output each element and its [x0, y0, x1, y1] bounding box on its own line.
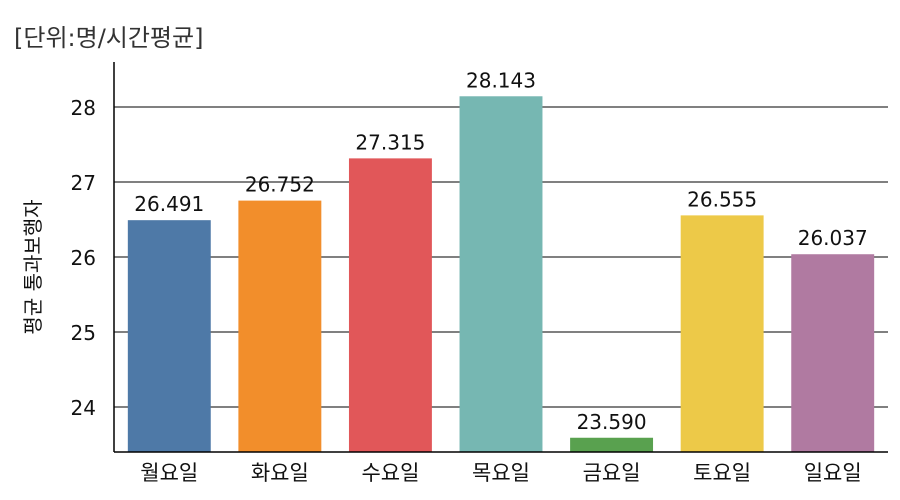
- bars: [127, 96, 875, 453]
- x-tick-label: 화요일: [251, 461, 309, 485]
- bar: [570, 437, 654, 452]
- x-tick-label: 일요일: [804, 461, 862, 485]
- bar: [459, 96, 543, 453]
- y-tick-label: 27: [71, 171, 96, 195]
- axes: [113, 62, 888, 453]
- data-label: 26.491: [134, 192, 204, 216]
- bar: [348, 158, 432, 452]
- data-label: 28.143: [466, 68, 536, 92]
- data-label: 26.752: [245, 173, 315, 197]
- data-label: 26.555: [687, 187, 757, 211]
- y-axis-label: 평균 통과보행자: [21, 199, 45, 334]
- unit-label: [단위:명/시간평균]: [14, 24, 204, 52]
- bar: [127, 220, 211, 452]
- x-tick-label: 토요일: [693, 461, 751, 485]
- bar: [238, 200, 322, 452]
- y-tick-label: 28: [71, 96, 96, 120]
- x-tick-labels: 월요일 화요일 수요일 목요일 금요일 토요일 일요일: [140, 461, 861, 485]
- data-labels: 26.491 26.752 27.315 28.143 23.590 26.555 26.0…: [134, 68, 867, 433]
- x-tick-label: 목요일: [472, 461, 530, 485]
- data-label: 26.037: [798, 226, 868, 250]
- x-tick-label: 금요일: [583, 461, 641, 485]
- x-tick-label: 수요일: [361, 461, 419, 485]
- data-label: 27.315: [355, 130, 425, 154]
- bar: [680, 215, 764, 452]
- y-tick-labels: 24 25 26 27 28: [71, 96, 96, 420]
- y-tick-label: 25: [71, 321, 96, 345]
- x-tick-label: 월요일: [140, 461, 198, 485]
- y-tick-label: 24: [71, 396, 96, 420]
- y-tick-label: 26: [71, 246, 96, 270]
- data-label: 23.590: [577, 410, 647, 434]
- bar: [791, 254, 875, 452]
